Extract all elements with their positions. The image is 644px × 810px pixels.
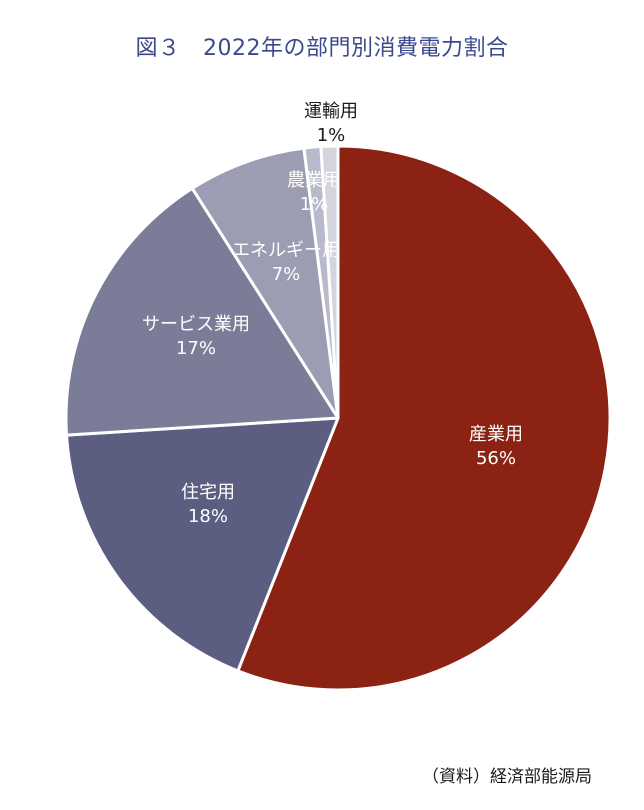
slice-name-label: 運輸用 [304,101,358,122]
pie-slice-3 [190,146,340,420]
pie-slice-0 [236,144,612,692]
source-note: （資料）経済部能源局 [422,767,592,787]
chart-title: 図３ 2022年の部門別消費電力割合 [135,36,509,61]
pie-slices [64,144,612,692]
pie-slice-5 [319,144,340,420]
pie-labels: 産業用 56% 住宅用 18% サービス業用 17% エネルギー用 7% 農業用 1% 運輸用 1% [142,101,523,527]
slice-value-label: 18% [188,506,228,527]
slice-value-label: 17% [176,338,216,359]
slice-name-label: 産業用 [469,424,523,445]
slice-value-label: 7% [272,264,301,285]
slice-name-label: 農業用 [287,170,341,191]
slice-name-label: エネルギー用 [232,240,340,261]
pie-slice-1 [65,416,340,673]
slice-value-label: 56% [476,448,516,469]
slice-value-label: 1% [317,125,346,146]
slice-value-label: 1% [300,194,329,215]
pie-slice-2 [64,186,340,437]
slice-name-label: サービス業用 [142,314,250,335]
slice-name-label: 住宅用 [181,482,235,503]
